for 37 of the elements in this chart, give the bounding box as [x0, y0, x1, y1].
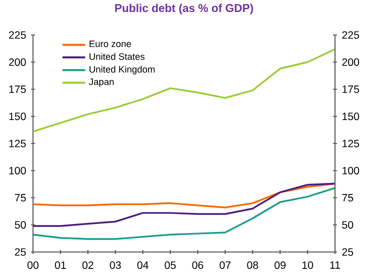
legend-label: Japan: [89, 78, 114, 87]
line-series: [33, 182, 335, 227]
x-tick-label: 07: [220, 261, 231, 269]
x-tick-label: 01: [54, 261, 66, 269]
y2-tick-label: 75: [342, 194, 354, 202]
y-tick-label: 200: [9, 58, 26, 66]
x-tick-label: 11: [330, 261, 340, 269]
legend-label: Euro zone: [90, 40, 131, 48]
y-tick-label: 225: [9, 31, 26, 39]
y2-tick-label: 100: [342, 166, 360, 174]
x-tick-label: 10: [302, 261, 314, 269]
legend-label: United Kingdom: [90, 66, 155, 74]
y-tick-label: 100: [9, 166, 26, 174]
y2-tick-label: 150: [342, 112, 360, 120]
x-tick-label: 00: [27, 261, 39, 269]
x-tick-label: 04: [137, 261, 148, 269]
y-tick-label: 150: [9, 112, 26, 120]
y2-tick-label: 50: [342, 221, 354, 229]
y2-tick-label: 25: [342, 248, 354, 256]
y2-tick-label: 225: [342, 31, 360, 39]
y-tick-label: 75: [14, 194, 26, 202]
y-tick-label: 175: [9, 86, 26, 93]
y2-tick-label: 125: [342, 140, 360, 148]
x-tick-label: 08: [247, 261, 258, 269]
y-tick-label: 125: [9, 140, 26, 148]
legend-label: United States: [90, 53, 145, 60]
line-series: [33, 182, 335, 208]
y2-tick-label: 200: [342, 58, 360, 66]
chart-title: Public debt (as % of GDP): [115, 4, 254, 14]
x-tick-label: 03: [110, 261, 121, 269]
x-tick-label: 02: [82, 261, 94, 269]
x-tick-label: 09: [274, 261, 286, 269]
x-tick-label: 05: [164, 261, 176, 269]
y2-tick-label: 175: [342, 86, 360, 93]
y-tick-label: 25: [14, 248, 26, 256]
x-tick-label: 06: [192, 261, 204, 269]
y-tick-label: 50: [14, 221, 26, 229]
